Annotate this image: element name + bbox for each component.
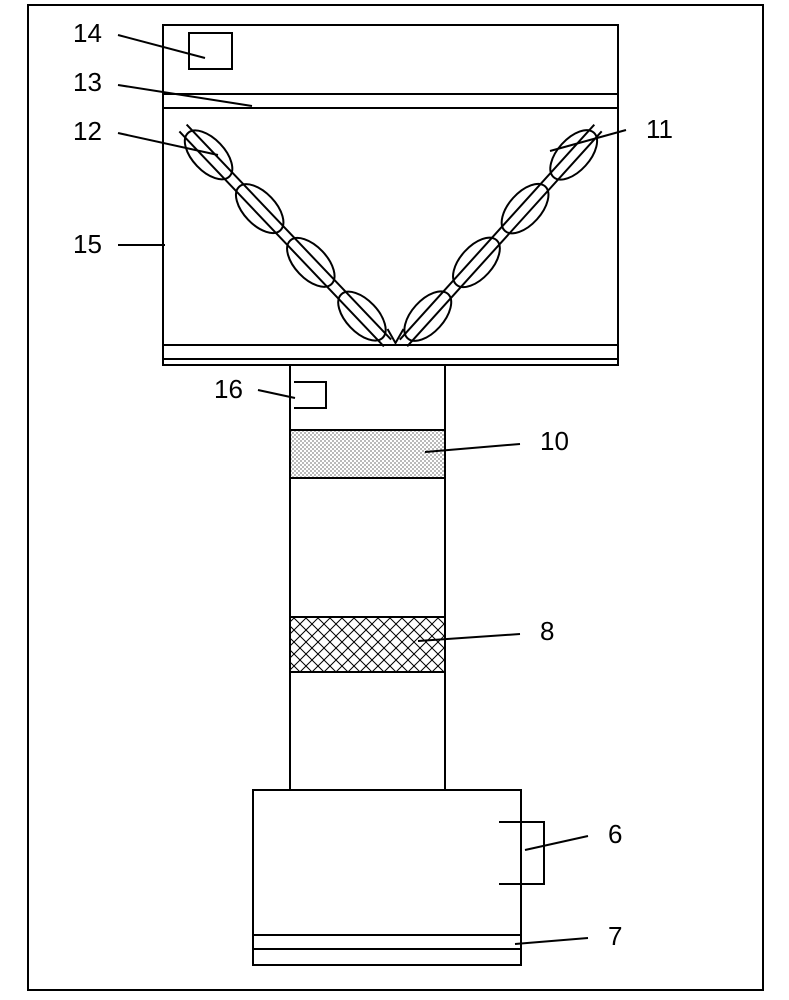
label-l14: 14 <box>73 18 102 48</box>
label-l11: 11 <box>646 114 673 144</box>
filter-layer-10 <box>290 430 445 478</box>
label-l13: 13 <box>73 67 102 97</box>
label-l7: 7 <box>608 921 622 951</box>
callout-line-l13 <box>118 85 252 106</box>
column <box>290 365 445 790</box>
auger-left-loop-3 <box>330 283 395 349</box>
callout-line-l6 <box>525 836 588 850</box>
label-l8: 8 <box>540 616 554 646</box>
component-16 <box>294 382 326 408</box>
component-14 <box>189 33 232 69</box>
arrow-down-icon <box>388 329 404 343</box>
label-l12: 12 <box>73 116 102 146</box>
label-l10: 10 <box>540 426 569 456</box>
auger-right-shaft-a <box>400 125 595 340</box>
auger-left-shaft-b <box>187 125 392 340</box>
label-l15: 15 <box>73 229 102 259</box>
label-l6: 6 <box>608 819 622 849</box>
auger-left-loop-0 <box>176 122 241 188</box>
auger-right-loop-1 <box>493 176 557 242</box>
label-l16: 16 <box>214 374 243 404</box>
auger-left-loop-1 <box>227 176 292 242</box>
auger-right-loop-0 <box>542 122 606 188</box>
auger-right-shaft-b <box>407 131 602 346</box>
auger-right-loop-3 <box>396 283 460 349</box>
callout-line-l14 <box>118 35 205 58</box>
lower-chamber <box>253 790 521 965</box>
outer-border <box>28 5 763 990</box>
auger-right-loop-2 <box>444 229 508 295</box>
filter-layer-8 <box>290 617 445 672</box>
upper-chamber <box>163 25 618 365</box>
auger-left-shaft-a <box>179 131 384 346</box>
callout-line-l12 <box>118 133 218 155</box>
auger-left-loop-2 <box>279 230 344 296</box>
technical-diagram: 14 13 12 15 11 16 10 8 6 7 <box>0 0 789 1000</box>
callout-line-l7 <box>515 938 588 944</box>
